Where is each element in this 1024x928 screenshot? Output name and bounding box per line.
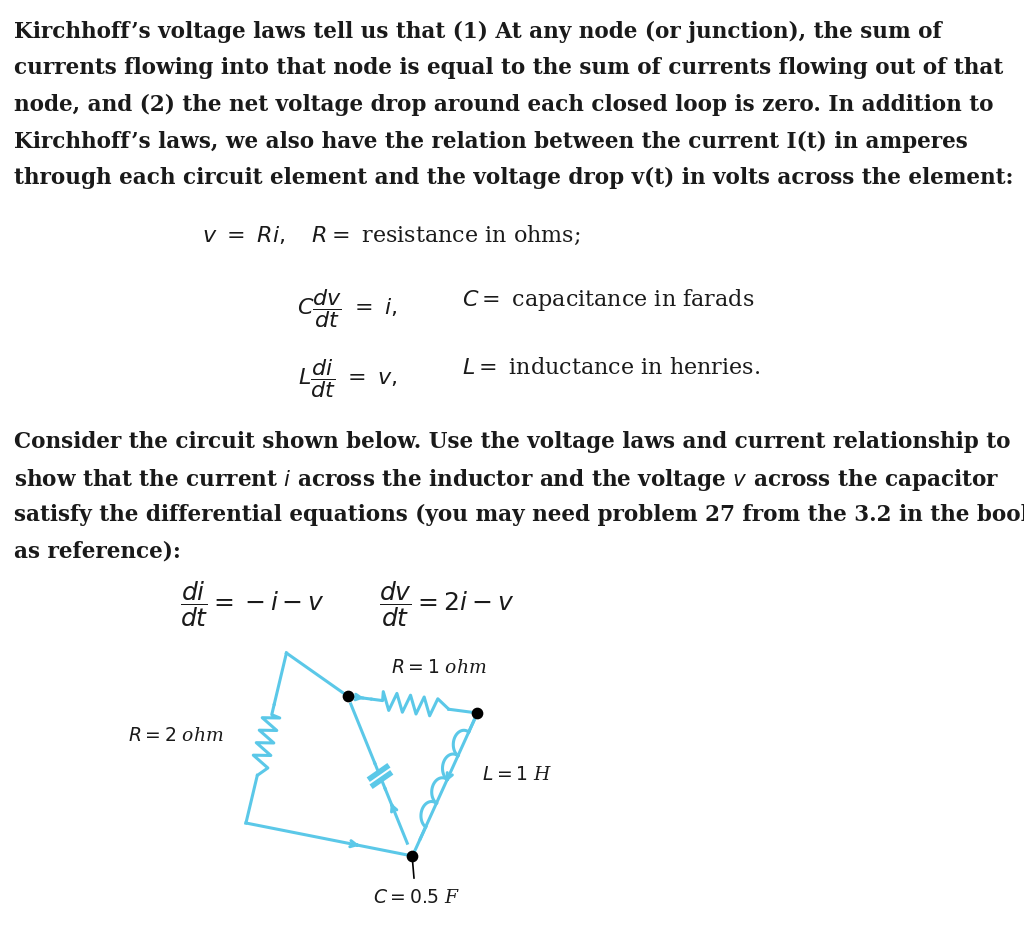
- Text: show that the current $i$ across the inductor and the voltage $v$ across the cap: show that the current $i$ across the ind…: [13, 467, 999, 493]
- Text: currents flowing into that node is equal to the sum of currents flowing out of t: currents flowing into that node is equal…: [13, 58, 1002, 80]
- Text: as reference):: as reference):: [13, 540, 180, 561]
- Point: [469, 706, 485, 721]
- Text: $v \ = \ Ri, \quad R = $ resistance in ohms;: $v \ = \ Ri, \quad R = $ resistance in o…: [202, 224, 581, 247]
- Text: $R = 2$ ohm: $R = 2$ ohm: [128, 726, 224, 744]
- Point: [339, 689, 355, 703]
- Text: through each circuit element and the voltage drop v(t) in volts across the eleme: through each circuit element and the vol…: [13, 167, 1014, 189]
- Text: $L = 1$ H: $L = 1$ H: [481, 766, 552, 783]
- Text: Kirchhoff’s voltage laws tell us that (1) At any node (or junction), the sum of: Kirchhoff’s voltage laws tell us that (1…: [13, 21, 941, 43]
- Point: [404, 848, 421, 863]
- Text: Kirchhoff’s laws, we also have the relation between the current I(t) in amperes: Kirchhoff’s laws, we also have the relat…: [13, 130, 968, 152]
- Text: $R = 1$ ohm: $R = 1$ ohm: [391, 659, 487, 677]
- Text: $L = $ inductance in henries.: $L = $ inductance in henries.: [462, 356, 760, 379]
- Text: $C\dfrac{dv}{dt} \ = \ i,$: $C\dfrac{dv}{dt} \ = \ i,$: [297, 287, 397, 329]
- Text: $L\dfrac{di}{dt} \ = \ v,$: $L\dfrac{di}{dt} \ = \ v,$: [298, 356, 397, 400]
- Text: $C = 0.5$ F: $C = 0.5$ F: [373, 888, 460, 906]
- Text: Consider the circuit shown below. Use the voltage laws and current relationship : Consider the circuit shown below. Use th…: [13, 431, 1011, 453]
- Text: $C = $ capacitance in farads: $C = $ capacitance in farads: [462, 287, 755, 313]
- Text: $\dfrac{dv}{dt} = 2i - v$: $\dfrac{dv}{dt} = 2i - v$: [379, 578, 514, 628]
- Text: $\dfrac{di}{dt} = -i - v$: $\dfrac{di}{dt} = -i - v$: [179, 578, 325, 628]
- Text: node, and (2) the net voltage drop around each closed loop is zero. In addition : node, and (2) the net voltage drop aroun…: [13, 94, 993, 116]
- Text: satisfy the differential equations (you may need problem 27 from the 3.2 in the : satisfy the differential equations (you …: [13, 504, 1024, 525]
